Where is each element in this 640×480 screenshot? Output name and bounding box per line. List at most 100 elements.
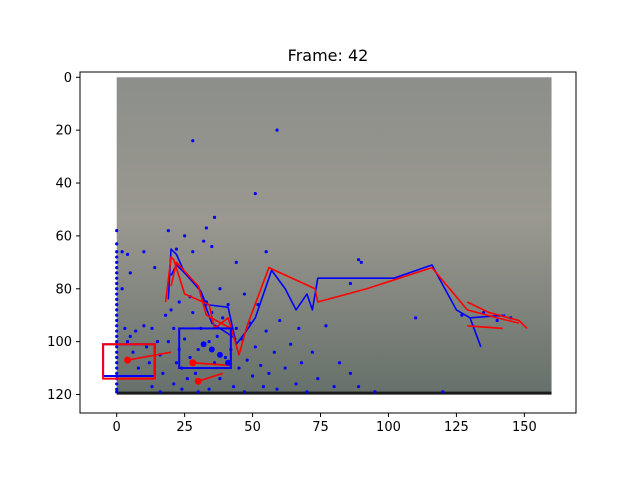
scatter-point: [115, 324, 119, 328]
scatter-point: [185, 377, 189, 381]
x-tick-label: 100: [376, 420, 401, 435]
scatter-point: [172, 326, 176, 331]
scatter-point: [373, 390, 377, 394]
scatter-point: [299, 361, 304, 365]
scatter-point: [180, 387, 184, 391]
scatter-point: [115, 266, 119, 270]
scatter-point: [337, 361, 342, 365]
scatter-point: [356, 258, 361, 262]
chart-title: Frame: 42: [288, 46, 369, 65]
x-tick-label: 150: [512, 420, 537, 435]
scatter-point: [275, 387, 279, 391]
red-segment: [197, 372, 223, 383]
red-series-line: [467, 324, 503, 330]
scatter-point: [172, 382, 176, 386]
scatter-point: [142, 250, 146, 254]
scatter-point: [115, 297, 119, 301]
scatter-point: [161, 371, 165, 375]
scatter-point: [414, 316, 418, 320]
y-tick-label: 40: [55, 177, 72, 192]
x-tick-label: 125: [444, 420, 469, 435]
scatter-point: [261, 384, 266, 389]
y-tick-label: 20: [55, 124, 72, 139]
scatter-point: [191, 139, 195, 143]
scatter-point: [356, 384, 361, 389]
scatter-point: [297, 326, 301, 331]
scatter-point: [237, 366, 241, 370]
scatter-point: [196, 390, 200, 394]
scatter-point: [115, 355, 119, 360]
scatter-point: [215, 334, 219, 338]
scatter-point: [289, 342, 293, 346]
scatter-point: [142, 324, 146, 328]
scatter-point: [234, 260, 238, 264]
red-marker: [194, 377, 202, 385]
scatter-point: [495, 318, 499, 323]
x-tick-label: 50: [244, 420, 261, 435]
scatter-point: [294, 382, 298, 386]
scatter-point: [305, 390, 309, 394]
scatter-layer: [115, 128, 513, 394]
scatter-point: [283, 366, 287, 370]
scatter-point: [267, 371, 271, 375]
scatter-point: [348, 371, 353, 375]
scatter-point: [115, 255, 119, 259]
scatter-point: [115, 292, 119, 296]
scatter-point: [310, 350, 314, 354]
x-axis: 0 25 50 75 100 125 150: [113, 413, 537, 435]
blue-box: [178, 327, 232, 370]
scatter-point: [115, 334, 119, 338]
scatter-point: [210, 244, 214, 249]
scatter-point: [125, 252, 130, 256]
scatter-point: [191, 310, 195, 315]
scatter-point: [123, 326, 127, 331]
scatter-point: [166, 229, 170, 233]
red-marker: [189, 359, 197, 367]
scatter-point: [115, 345, 119, 349]
x-tick-label: 25: [176, 420, 193, 435]
red-segment: [127, 351, 172, 361]
red-series-line: [466, 301, 528, 329]
scatter-point: [348, 281, 353, 286]
plot-area: [102, 77, 552, 395]
scatter-point: [128, 271, 132, 275]
scatter-point: [196, 347, 200, 352]
scatter-point: [115, 276, 119, 280]
scatter-point: [115, 366, 119, 370]
y-tick-label: 100: [47, 335, 72, 350]
scatter-point: [115, 281, 119, 286]
scatter-point: [207, 340, 211, 344]
scatter-point: [115, 313, 119, 317]
scatter-point: [275, 128, 279, 132]
scatter-point: [226, 303, 230, 307]
scatter-point: [193, 371, 198, 375]
red-series-line: [170, 261, 232, 330]
scatter-point: [221, 316, 225, 320]
scatter-point: [131, 350, 135, 354]
scatter-point: [183, 234, 187, 238]
scatter-point: [136, 366, 141, 370]
red-marker: [124, 356, 132, 364]
scatter-point: [166, 340, 170, 344]
scatter-point: [115, 387, 119, 391]
scatter-point: [359, 260, 363, 264]
scatter-point: [115, 287, 119, 291]
y-tick-label: 60: [55, 229, 72, 244]
scatter-point: [332, 384, 336, 389]
scatter-point: [441, 390, 445, 394]
scatter-point: [183, 337, 187, 341]
blue-marker: [216, 351, 223, 358]
scatter-point: [188, 355, 192, 360]
y-tick-label: 120: [47, 388, 72, 403]
scatter-point: [144, 345, 149, 349]
blue-marker: [225, 359, 232, 366]
blue-marker: [200, 341, 207, 348]
x-tick-label: 75: [312, 420, 329, 435]
scatter-point: [115, 260, 119, 264]
scatter-point: [115, 318, 119, 323]
scatter-point: [115, 303, 119, 307]
scatter-point: [272, 350, 276, 354]
scatter-point: [150, 326, 154, 331]
scatter-point: [115, 250, 119, 254]
